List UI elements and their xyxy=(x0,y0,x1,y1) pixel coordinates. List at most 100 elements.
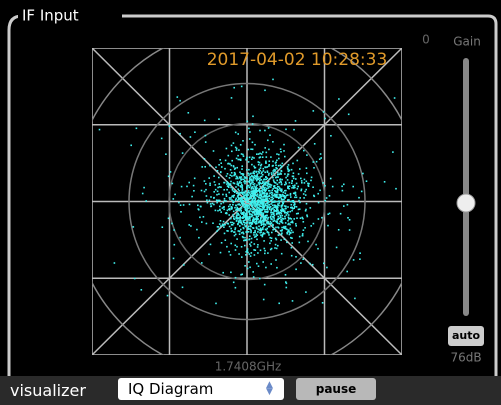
iq-sample xyxy=(267,127,270,129)
iq-sample xyxy=(286,212,289,215)
iq-sample xyxy=(264,211,266,213)
iq-sample xyxy=(272,197,275,200)
iq-sample xyxy=(242,140,244,142)
iq-sample xyxy=(241,165,243,167)
select-value[interactable]: IQ Diagram xyxy=(128,380,214,398)
iq-sample xyxy=(236,215,238,217)
iq-sample xyxy=(233,174,235,177)
iq-sample xyxy=(266,211,269,213)
iq-sample xyxy=(201,221,203,223)
iq-sample xyxy=(252,191,254,193)
iq-sample xyxy=(284,274,287,276)
iq-sample xyxy=(302,229,305,231)
iq-sample xyxy=(266,208,269,211)
iq-sample xyxy=(267,180,270,183)
iq-sample xyxy=(282,210,284,213)
iq-sample xyxy=(310,179,312,182)
iq-sample xyxy=(275,247,278,250)
iq-sample xyxy=(359,252,361,254)
iq-sample xyxy=(194,131,196,133)
iq-sample xyxy=(259,191,261,194)
iq-sample xyxy=(257,178,260,181)
iq-sample xyxy=(230,224,233,226)
iq-sample xyxy=(241,198,243,200)
iq-sample xyxy=(242,232,245,235)
iq-sample xyxy=(248,138,251,140)
auto-button[interactable] xyxy=(448,326,484,346)
iq-sample xyxy=(212,150,215,152)
iq-sample xyxy=(259,170,261,172)
iq-sample xyxy=(292,221,294,224)
iq-sample xyxy=(255,194,258,197)
iq-sample xyxy=(252,220,254,222)
iq-sample xyxy=(239,144,242,146)
iq-sample xyxy=(279,196,282,198)
iq-sample xyxy=(252,276,255,278)
iq-sample xyxy=(255,218,258,220)
iq-sample xyxy=(243,219,246,222)
iq-sample xyxy=(238,209,240,212)
iq-sample xyxy=(223,208,225,211)
iq-sample xyxy=(219,159,221,161)
iq-sample xyxy=(235,217,237,219)
iq-sample xyxy=(247,251,249,254)
iq-sample xyxy=(309,262,311,265)
iq-sample xyxy=(346,270,348,273)
iq-sample xyxy=(267,216,270,219)
iq-sample xyxy=(276,205,278,207)
iq-sample xyxy=(279,187,281,190)
iq-sample xyxy=(279,229,282,232)
iq-sample xyxy=(246,120,249,123)
iq-sample xyxy=(276,196,278,199)
iq-sample xyxy=(280,194,282,197)
iq-sample xyxy=(262,151,264,153)
iq-sample xyxy=(269,248,272,251)
iq-sample xyxy=(270,203,272,205)
iq-sample xyxy=(329,177,332,180)
iq-sample xyxy=(259,231,261,234)
iq-sample xyxy=(281,222,284,224)
iq-sample xyxy=(288,181,291,184)
pause-button[interactable]: pause xyxy=(296,378,376,400)
iq-sample xyxy=(214,188,217,191)
iq-sample xyxy=(236,181,239,183)
iq-sample xyxy=(237,184,240,187)
iq-sample xyxy=(295,196,298,199)
iq-sample xyxy=(251,211,254,214)
iq-sample xyxy=(341,185,343,188)
iq-sample xyxy=(237,192,240,195)
iq-sample xyxy=(227,208,230,211)
iq-sample xyxy=(264,196,267,198)
iq-sample xyxy=(220,162,222,164)
iq-sample xyxy=(268,190,271,192)
iq-sample xyxy=(261,196,264,198)
iq-sample xyxy=(258,212,261,214)
iq-sample xyxy=(280,209,282,211)
iq-sample xyxy=(253,249,255,251)
iq-sample xyxy=(276,183,279,186)
iq-sample xyxy=(255,202,257,204)
iq-sample xyxy=(259,198,262,200)
iq-sample xyxy=(263,240,265,242)
iq-sample xyxy=(313,143,316,145)
iq-sample xyxy=(249,178,252,181)
iq-sample xyxy=(300,188,303,191)
gain-knob[interactable] xyxy=(456,193,476,213)
iq-sample xyxy=(272,226,274,228)
iq-sample xyxy=(244,236,246,239)
iq-sample xyxy=(268,189,270,192)
iq-sample xyxy=(298,241,301,244)
iq-sample xyxy=(300,189,302,192)
iq-sample xyxy=(250,202,253,205)
iq-sample xyxy=(285,194,288,197)
iq-sample xyxy=(249,192,251,194)
iq-sample xyxy=(276,188,278,190)
visualizer-select[interactable]: IQ Diagram ▲ ▼ xyxy=(118,378,284,400)
iq-sample xyxy=(268,172,270,175)
iq-sample xyxy=(247,172,250,175)
iq-sample xyxy=(266,231,269,233)
iq-sample xyxy=(273,210,276,212)
iq-sample xyxy=(228,225,231,228)
auto-button-label[interactable]: auto xyxy=(452,329,481,342)
iq-sample xyxy=(244,213,247,216)
